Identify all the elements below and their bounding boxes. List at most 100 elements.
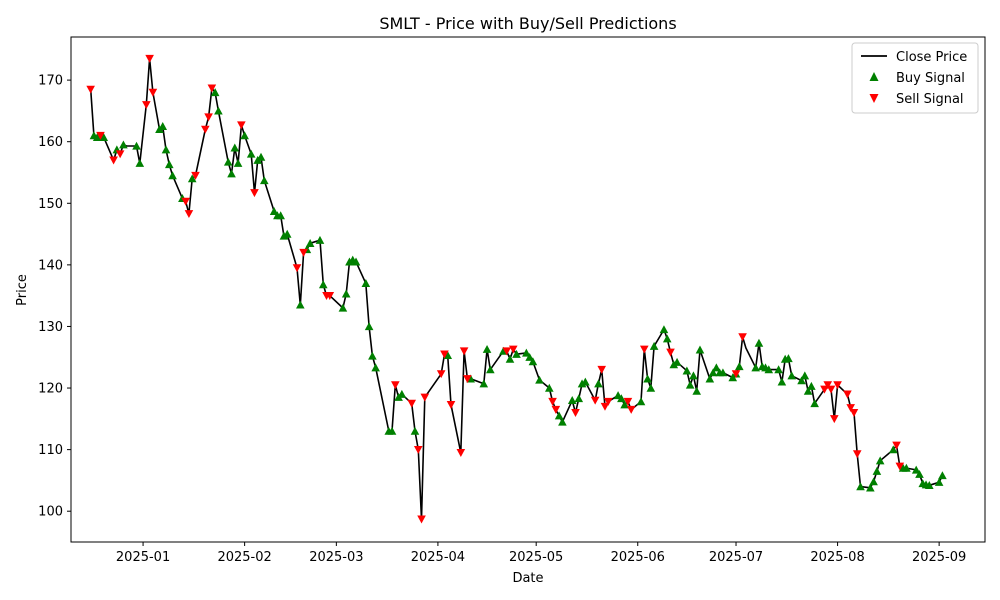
- buy-signal-marker: [99, 133, 109, 142]
- buy-signal-marker: [875, 456, 885, 465]
- buy-signal-marker: [410, 426, 420, 435]
- sell-signal-marker: [551, 405, 561, 414]
- buy-signal-marker: [210, 88, 220, 97]
- buy-signal-marker: [161, 145, 171, 154]
- sell-signal-marker: [250, 189, 259, 198]
- buy-signal-marker: [214, 106, 223, 115]
- sell-signal-marker: [597, 365, 607, 374]
- x-tick-label: 2025-04: [411, 550, 465, 565]
- y-tick-label: 160: [38, 135, 63, 150]
- buy-signal-marker: [797, 376, 806, 385]
- legend-sell-label: Sell Signal: [896, 92, 964, 107]
- buy-signal-marker: [338, 303, 348, 312]
- buy-signal-marker: [915, 469, 924, 478]
- sell-signal-marker: [502, 347, 512, 356]
- buy-signal-marker: [525, 352, 534, 361]
- buy-signal-marker: [872, 466, 882, 475]
- sell-signal-marker: [603, 397, 613, 406]
- buy-signal-marker: [296, 300, 305, 309]
- sell-signal-marker: [191, 171, 200, 180]
- sell-signal-marker: [413, 445, 423, 454]
- buy-signal-marker: [554, 411, 564, 420]
- sell-signal-marker: [548, 397, 557, 406]
- buy-signal-marker: [705, 374, 715, 383]
- buy-signal-marker: [368, 351, 377, 360]
- sell-signal-marker: [86, 85, 95, 94]
- sell-signal-marker: [184, 210, 194, 219]
- sell-signal-marker: [830, 415, 839, 424]
- buy-signal-marker: [810, 399, 819, 408]
- sell-signal-marker: [407, 399, 417, 408]
- sell-signal-marker: [571, 409, 580, 417]
- legend-box: [851, 42, 979, 114]
- sell-signal-marker: [639, 345, 649, 354]
- buy-signal-marker: [397, 389, 407, 398]
- x-axis-label: Date: [512, 571, 543, 586]
- buy-signal-marker: [256, 152, 266, 161]
- buy-signal-marker: [685, 380, 695, 389]
- buy-signal-marker: [227, 169, 236, 178]
- legend: Close Price Buy Signal Sell Signal: [851, 42, 979, 114]
- legend-sell-marker: [869, 94, 879, 103]
- buy-signal-marker: [486, 365, 495, 374]
- x-axis: 2025-01 2025-02 2025-03 2025-04 2025-05 2025-…: [116, 542, 966, 565]
- x-tick-label: 2025-03: [309, 550, 363, 565]
- buy-signal-marker: [692, 386, 702, 395]
- sell-signal-marker: [892, 441, 901, 450]
- buy-signal-marker: [574, 394, 584, 403]
- buy-signal-marker: [505, 354, 515, 363]
- y-tick-label: 150: [38, 197, 63, 212]
- buy-signal-marker: [620, 400, 629, 409]
- legend-close-label: Close Price: [896, 50, 967, 65]
- buy-signal-marker: [888, 445, 898, 454]
- sell-signal-marker: [508, 345, 518, 354]
- buy-signal-marker: [558, 417, 567, 426]
- y-axis-label: Price: [15, 274, 30, 306]
- buy-signal-marker: [567, 396, 577, 405]
- buy-signal-marker: [269, 206, 279, 215]
- sell-signal-marker: [109, 156, 118, 165]
- sell-signal-marker: [600, 402, 610, 411]
- y-tick-label: 100: [38, 505, 63, 520]
- sell-signal-marker: [738, 333, 747, 342]
- buy-signal-marker: [856, 482, 865, 491]
- x-tick-label: 2025-08: [810, 550, 864, 565]
- sell-signal-marker: [731, 370, 741, 379]
- y-tick-label: 110: [38, 443, 63, 458]
- sell-signal-marker: [417, 515, 426, 524]
- sell-signal-marker: [148, 88, 158, 97]
- buy-signal-marker: [649, 341, 659, 350]
- sell-signal-marker: [820, 385, 829, 394]
- buy-signal-marker: [351, 257, 361, 266]
- buy-signal-marker: [305, 239, 315, 247]
- buy-signal-marker: [522, 348, 531, 357]
- buy-signal-marker: [777, 377, 787, 386]
- sell-signal-marker: [436, 370, 446, 379]
- buy-signal-marker: [689, 371, 698, 380]
- buy-signal-marker: [712, 363, 721, 372]
- buy-signal-marker: [315, 235, 325, 244]
- sell-signal-marker: [204, 113, 213, 122]
- sell-signal-marker: [142, 101, 151, 110]
- buy-signal-marker: [659, 325, 669, 334]
- buy-signal-marker: [233, 158, 243, 167]
- sell-signal-marker: [833, 381, 842, 390]
- sell-signal-marker: [420, 393, 430, 402]
- buy-signal-marker: [132, 141, 141, 150]
- buy-signal-marker: [594, 379, 603, 388]
- x-tick-label: 2025-09: [912, 550, 966, 565]
- sell-signal-marker: [237, 121, 246, 130]
- buy-signal-marker: [934, 477, 944, 486]
- buy-signal-marker: [259, 176, 269, 185]
- buy-signal-marker: [636, 397, 646, 406]
- buy-signal-marker: [672, 357, 682, 366]
- legend-buy-label: Buy Signal: [896, 71, 965, 86]
- buy-signal-marker: [187, 174, 197, 183]
- buy-signal-marker: [581, 377, 590, 386]
- buy-signal-marker: [682, 366, 692, 375]
- buy-signal-marker: [135, 158, 145, 167]
- buy-signal-marker: [617, 394, 626, 403]
- buy-signal-marker: [695, 345, 705, 354]
- legend-buy-marker: [869, 72, 879, 81]
